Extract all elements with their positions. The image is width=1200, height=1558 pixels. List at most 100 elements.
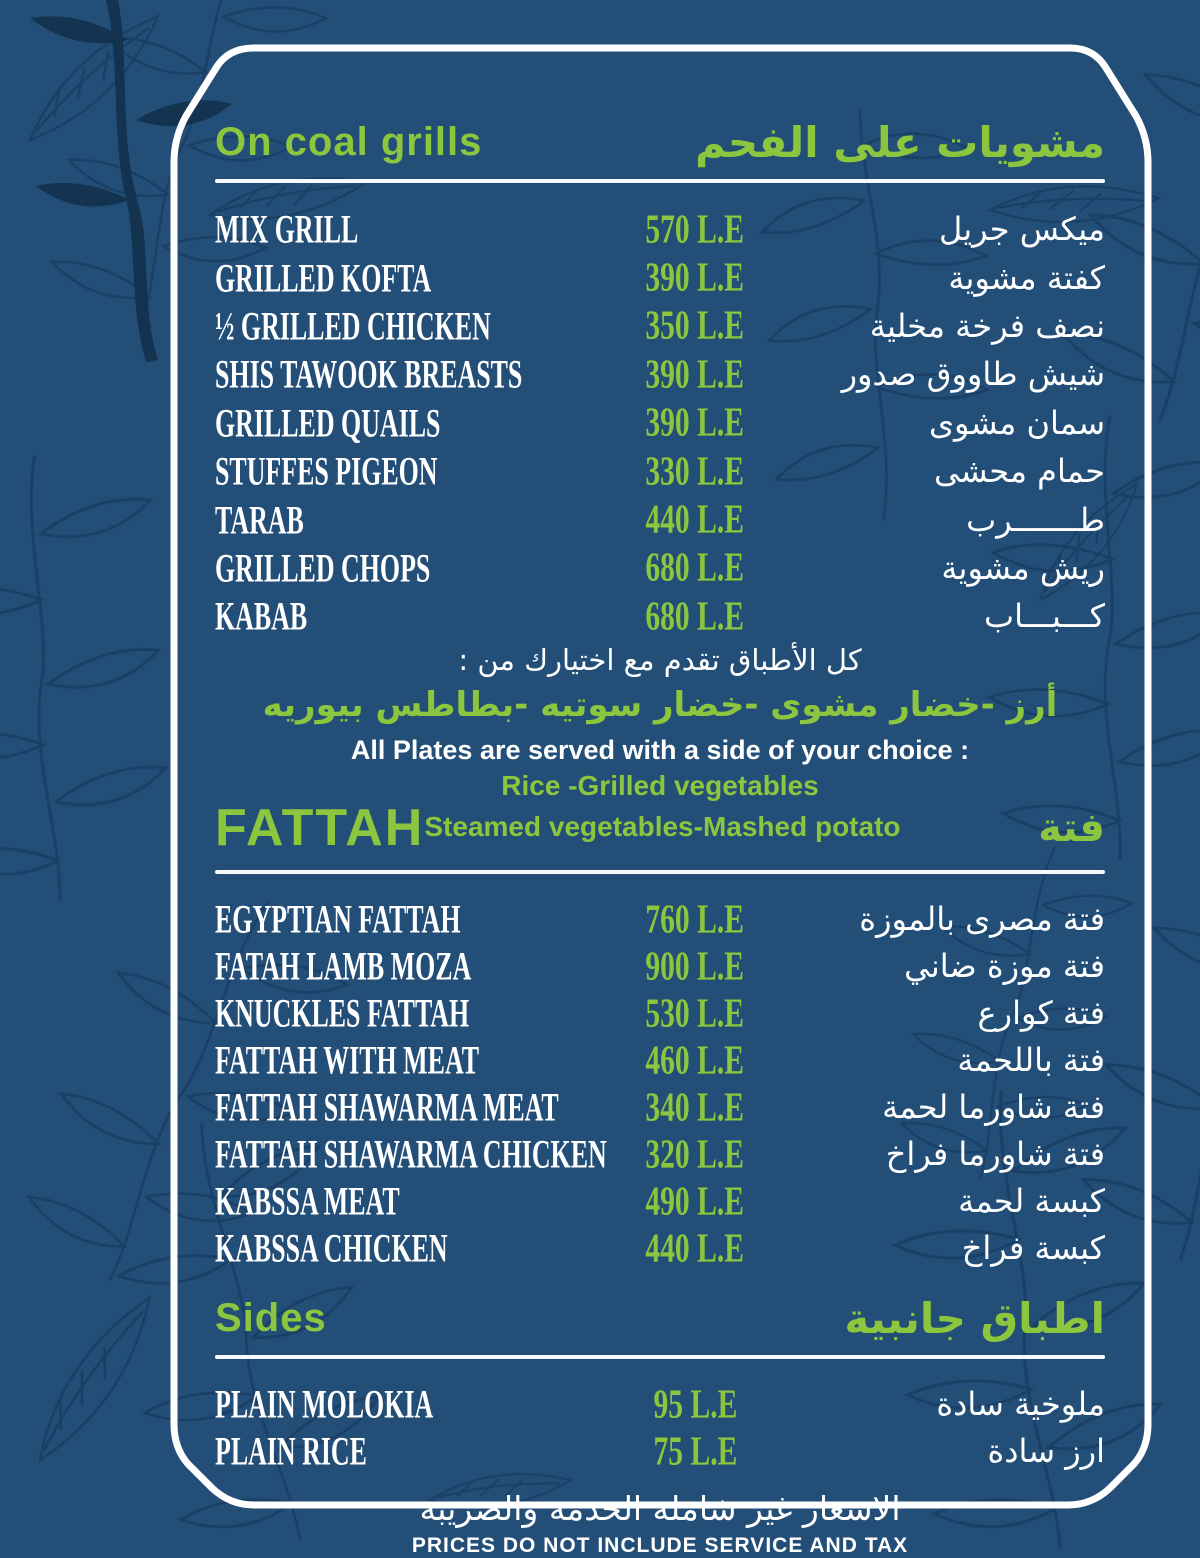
menu-item-row: SHIS TAWOOK BREASTS 390 L.E شيش طاووق صد… xyxy=(215,350,1105,398)
item-name-ar: فتة شاورما فراخ xyxy=(885,1135,1105,1174)
menu-content: On coal grills مشويات على الفحم MIX GRIL… xyxy=(174,48,1148,1558)
item-name-en: STUFFES PIGEON xyxy=(215,448,438,494)
note-english-white: All Plates are served with a side of you… xyxy=(350,734,970,765)
item-name-ar: حمام محشى xyxy=(933,452,1105,491)
note-english-green-1: Rice -Grilled vegetables xyxy=(501,769,819,801)
divider xyxy=(215,869,1105,874)
item-name-ar: كفتة مشوية xyxy=(948,258,1105,297)
fattah-item-list: EGYPTIAN FATTAH 760 L.E فتة مصرى بالموزة… xyxy=(215,896,1105,1272)
item-name-en: KABAB xyxy=(215,593,308,639)
item-price: 350 L.E xyxy=(645,303,745,349)
menu-footer: الاسعار غير شاملة الخدمة والضريبة PRICES… xyxy=(215,1489,1105,1558)
item-price: 330 L.E xyxy=(645,448,745,495)
item-name-en: EGYPTIAN FATTAH xyxy=(215,896,461,942)
item-name-ar: طـــــــرب xyxy=(966,500,1105,539)
item-name-en: FATTAH WITH MEAT xyxy=(215,1037,480,1083)
sides-title-ar: اطباق جانبية xyxy=(844,1293,1105,1343)
item-price: 760 L.E xyxy=(645,896,745,942)
item-price: 75 L.E xyxy=(653,1428,737,1474)
menu-item-row: FATAH LAMB MOZA 900 L.E فتة موزة ضاني xyxy=(215,943,1105,990)
item-price: 340 L.E xyxy=(645,1084,745,1130)
item-name-ar: ارز سادة xyxy=(987,1432,1105,1471)
item-name-ar: كبسة فراخ xyxy=(961,1229,1105,1268)
item-name-en: PLAIN MOLOKIA xyxy=(215,1381,434,1427)
menu-item-row: TARAB 440 L.E طـــــــرب xyxy=(215,495,1105,543)
menu-item-row: FATTAH SHAWARMA CHICKEN 320 L.E فتة شاور… xyxy=(215,1131,1105,1178)
item-name-en: GRILLED QUAILS xyxy=(215,400,441,446)
item-price: 570 L.E xyxy=(645,206,745,253)
item-name-en: KNUCKLES FATTAH xyxy=(215,990,470,1036)
item-price: 440 L.E xyxy=(645,1225,745,1271)
sides-item-list: PLAIN MOLOKIA 95 L.E ملوخية سادة PLAIN R… xyxy=(215,1381,1105,1475)
item-price: 95 L.E xyxy=(653,1381,737,1427)
menu-item-row: EGYPTIAN FATTAH 760 L.E فتة مصرى بالموزة xyxy=(215,896,1105,943)
item-name-ar: ريش مشوية xyxy=(941,548,1105,587)
item-name-en: GRILLED CHOPS xyxy=(215,545,431,591)
divider xyxy=(215,179,1105,183)
item-name-ar: ميكس جريل xyxy=(938,210,1105,249)
menu-item-row: PLAIN RICE 75 L.E ارز سادة xyxy=(215,1428,1105,1475)
item-price: 390 L.E xyxy=(645,254,745,301)
fattah-title-en: FATTAH xyxy=(215,798,425,857)
item-price: 680 L.E xyxy=(645,544,745,591)
item-name-ar: نصف فرخة مخلية xyxy=(869,306,1105,345)
section-header-grills: On coal grills مشويات على الفحم xyxy=(215,118,1105,167)
item-name-ar: فتة باللحمة xyxy=(957,1041,1105,1080)
item-name-en: FATTAH SHAWARMA MEAT xyxy=(215,1084,559,1130)
item-name-ar: فتة شاورما لحمة xyxy=(882,1088,1105,1127)
sides-choice-note: كل الأطباق تقدم مع اختيارك من : أرز -خضا… xyxy=(215,643,1105,858)
grills-title-en: On coal grills xyxy=(215,120,483,164)
item-price: 680 L.E xyxy=(645,593,745,640)
item-name-ar: فتة موزة ضاني xyxy=(904,947,1105,986)
item-name-ar: كـــبـــاب xyxy=(983,597,1105,636)
sides-title-en: Sides xyxy=(215,1295,327,1340)
menu-item-row: FATTAH WITH MEAT 460 L.E فتة باللحمة xyxy=(215,1037,1105,1084)
section-header-fattah: FATTAH Steamed vegetables-Mashed potato … xyxy=(215,798,1105,858)
item-price: 390 L.E xyxy=(645,399,745,446)
item-name-ar: فتة كوارع xyxy=(977,994,1105,1033)
item-name-en: MIX GRILL xyxy=(215,206,359,252)
menu-item-row: ½ GRILLED CHICKEN 350 L.E نصف فرخة مخلية xyxy=(215,302,1105,350)
item-name-en: FATTAH SHAWARMA CHICKEN xyxy=(215,1131,607,1177)
menu-frame xyxy=(170,44,1152,1509)
item-name-en: SHIS TAWOOK BREASTS xyxy=(215,351,523,397)
menu-item-row: KNUCKLES FATTAH 530 L.E فتة كوارع xyxy=(215,990,1105,1037)
item-price: 490 L.E xyxy=(645,1178,745,1224)
menu-item-row: GRILLED CHOPS 680 L.E ريش مشوية xyxy=(215,544,1105,592)
item-name-en: ½ GRILLED CHICKEN xyxy=(215,303,491,349)
grills-item-list: MIX GRILL 570 L.E ميكس جريل GRILLED KOFT… xyxy=(215,205,1105,641)
divider xyxy=(215,1354,1105,1359)
menu-item-row: GRILLED KOFTA 390 L.E كفتة مشوية xyxy=(215,253,1105,301)
footer-note-en: PRICES DO NOT INCLUDE SERVICE AND TAX xyxy=(411,1533,909,1557)
menu-item-row: FATTAH SHAWARMA MEAT 340 L.E فتة شاورما … xyxy=(215,1084,1105,1131)
fattah-title-ar: فتة xyxy=(1038,804,1105,851)
item-price: 900 L.E xyxy=(645,943,745,989)
item-name-ar: شيش طاووق صدور xyxy=(841,355,1105,394)
section-header-sides: Sides اطباق جانبية xyxy=(215,1294,1105,1343)
item-price: 530 L.E xyxy=(645,990,745,1036)
note-arabic-white: كل الأطباق تقدم مع اختيارك من : xyxy=(458,642,862,677)
note-english-green-2: Steamed vegetables-Mashed potato xyxy=(424,810,901,842)
menu-item-row: KABSSA MEAT 490 L.E كبسة لحمة xyxy=(215,1178,1105,1225)
item-name-en: FATAH LAMB MOZA xyxy=(215,943,472,989)
menu-item-row: KABAB 680 L.E كـــبـــاب xyxy=(215,592,1105,640)
item-name-en: GRILLED KOFTA xyxy=(215,255,432,300)
grills-title-ar: مشويات على الفحم xyxy=(695,118,1105,167)
menu-item-row: PLAIN MOLOKIA 95 L.E ملوخية سادة xyxy=(215,1381,1105,1428)
note-arabic-green: أرز -خضار مشوى -خضار سوتيه -بطاطس بيوريه xyxy=(262,684,1058,725)
item-price: 320 L.E xyxy=(645,1131,745,1177)
item-name-ar: فتة مصرى بالموزة xyxy=(859,900,1105,939)
footer-note-ar: الاسعار غير شاملة الخدمة والضريبة xyxy=(419,1488,901,1528)
item-price: 390 L.E xyxy=(645,351,745,398)
item-name-ar: سمان مشوى xyxy=(929,403,1105,442)
menu-item-row: GRILLED QUAILS 390 L.E سمان مشوى xyxy=(215,399,1105,447)
item-name-en: KABSSA CHICKEN xyxy=(215,1225,448,1271)
item-name-en: KABSSA MEAT xyxy=(215,1178,400,1224)
item-name-ar: كبسة لحمة xyxy=(958,1182,1105,1221)
item-name-en: PLAIN RICE xyxy=(215,1428,367,1474)
item-name-en: TARAB xyxy=(215,497,304,542)
item-name-ar: ملوخية سادة xyxy=(936,1385,1105,1424)
item-price: 440 L.E xyxy=(645,496,745,543)
